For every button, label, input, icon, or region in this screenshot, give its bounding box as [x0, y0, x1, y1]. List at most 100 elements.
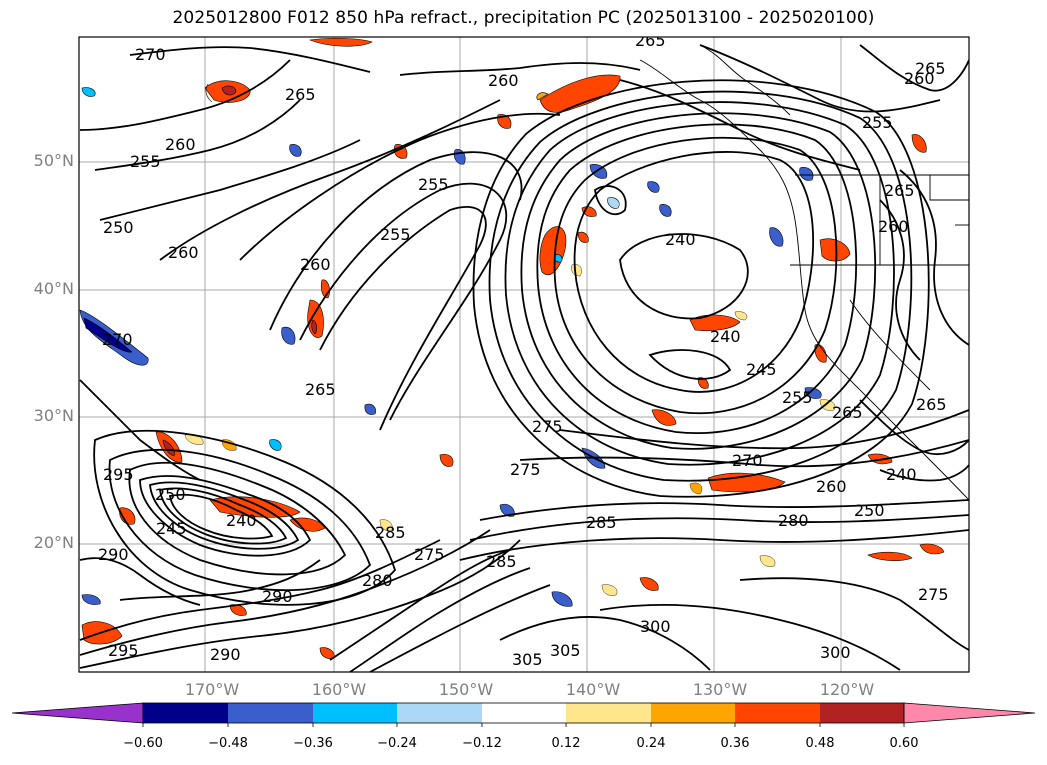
precip-patch: [651, 409, 677, 426]
contour-line: [536, 123, 858, 434]
colorbar-segment: [482, 703, 566, 723]
colorbar-segment: [651, 703, 735, 723]
precip-patch: [311, 319, 318, 335]
contour-label: 300: [640, 617, 671, 636]
colorbar-tick-label: 0.12: [551, 736, 581, 751]
contour-line: [504, 101, 895, 466]
contour-label: 285: [375, 523, 406, 542]
precip-patch: [804, 387, 822, 399]
contour-line: [859, 44, 969, 92]
contour-line: [139, 475, 312, 557]
contour-label: 240: [665, 230, 696, 249]
precip-patch: [601, 584, 618, 596]
precip-patch: [911, 134, 927, 153]
colorbar-segment: [313, 703, 397, 723]
contour-line: [79, 539, 521, 669]
contour-line: [519, 439, 969, 468]
contour-label: 265: [916, 395, 947, 414]
contour-line: [573, 151, 815, 393]
lon-label-160w: 160°W: [311, 680, 367, 699]
figure-title: 2025012800 F012 850 hPa refract., precip…: [172, 8, 875, 28]
contour-label: 255: [130, 152, 161, 171]
contour-line: [369, 584, 551, 672]
contour-label: 285: [486, 552, 517, 571]
colorbar-tick-label: −0.48: [208, 736, 248, 751]
contour-line: [739, 577, 969, 651]
contour-label: 255: [380, 225, 411, 244]
contour-line: [488, 90, 913, 482]
precip-patch: [659, 204, 672, 217]
precip-patch: [607, 197, 620, 209]
contour-label: 290: [210, 645, 241, 664]
precip-patch: [734, 311, 748, 321]
colorbar-ticks: [142, 723, 905, 727]
map-frame: [78, 36, 970, 673]
precip-patch: [281, 326, 296, 345]
contour-label: 275: [510, 460, 541, 479]
contour-label: 280: [362, 571, 393, 590]
contour-line: [79, 59, 291, 131]
contour-line: [159, 99, 501, 261]
contour-label: 265: [915, 59, 946, 78]
colorbar-tick-label: −0.12: [462, 736, 502, 751]
map-background: [79, 37, 969, 672]
coastline: [699, 44, 791, 116]
colorbar-segment: [566, 703, 651, 723]
colorbar-segment: [735, 703, 820, 723]
precip-patch: [269, 439, 282, 451]
precip-patch: [162, 439, 175, 457]
contour-label: 250: [155, 485, 186, 504]
contour-label: 250: [103, 218, 134, 237]
colorbar-segment: [397, 703, 482, 723]
contour-line: [108, 448, 372, 592]
contour-label: 275: [532, 417, 563, 436]
contour-line: [459, 529, 969, 561]
precip-patch: [83, 317, 133, 353]
colorbar-segment: [143, 703, 228, 723]
precip-patch: [364, 403, 377, 415]
contour-line: [149, 481, 300, 550]
precip-patch: [769, 227, 784, 247]
precip-patch: [551, 591, 573, 607]
precip-patch: [205, 83, 213, 103]
contour-line: [479, 499, 969, 521]
contour-label: 245: [156, 519, 187, 538]
contour-label: 285: [586, 513, 617, 532]
precip-patch: [81, 594, 101, 605]
colorbar-tick-label: 0.48: [805, 736, 835, 751]
precip-patch: [759, 555, 776, 567]
precip-patch: [289, 144, 302, 157]
contour-line: [553, 136, 838, 415]
precip-shading-positive: [81, 37, 945, 659]
contour-label: 255: [418, 175, 449, 194]
contour-line: [79, 539, 441, 641]
contour-line: [168, 493, 274, 540]
contour-line: [119, 559, 321, 601]
contour-line: [239, 112, 561, 261]
contour-label: 260: [816, 477, 847, 496]
precip-patch: [499, 503, 515, 517]
contour-label: 260: [300, 255, 331, 274]
precip-patch: [497, 114, 512, 129]
lat-label-50n: 50°N: [33, 151, 74, 170]
contour-label: 300: [820, 643, 851, 662]
lon-label-130w: 130°W: [692, 680, 748, 699]
contour-label: 260: [488, 71, 519, 90]
colorbar-tick-label: 0.24: [636, 736, 666, 751]
contour-line: [399, 62, 641, 76]
contour-label: 240: [710, 327, 741, 346]
contour-line: [319, 206, 487, 431]
contour-label: 260: [878, 217, 909, 236]
precip-patch: [439, 453, 454, 467]
contour-label: 240: [226, 511, 257, 530]
contour-line: [79, 379, 201, 481]
contour-line: [129, 46, 371, 73]
contour-line: [93, 429, 397, 606]
contour-label: 250: [854, 501, 885, 520]
colorbar-tick-label: −0.24: [377, 736, 417, 751]
contour-label-group: 270 265 260 255 250 260 255 260 265 270 …: [98, 37, 949, 669]
colorbar-extend-max: [903, 702, 1036, 724]
contour-label: 245: [746, 360, 777, 379]
lat-label-20n: 20°N: [33, 533, 74, 552]
lat-label-30n: 30°N: [33, 406, 74, 425]
